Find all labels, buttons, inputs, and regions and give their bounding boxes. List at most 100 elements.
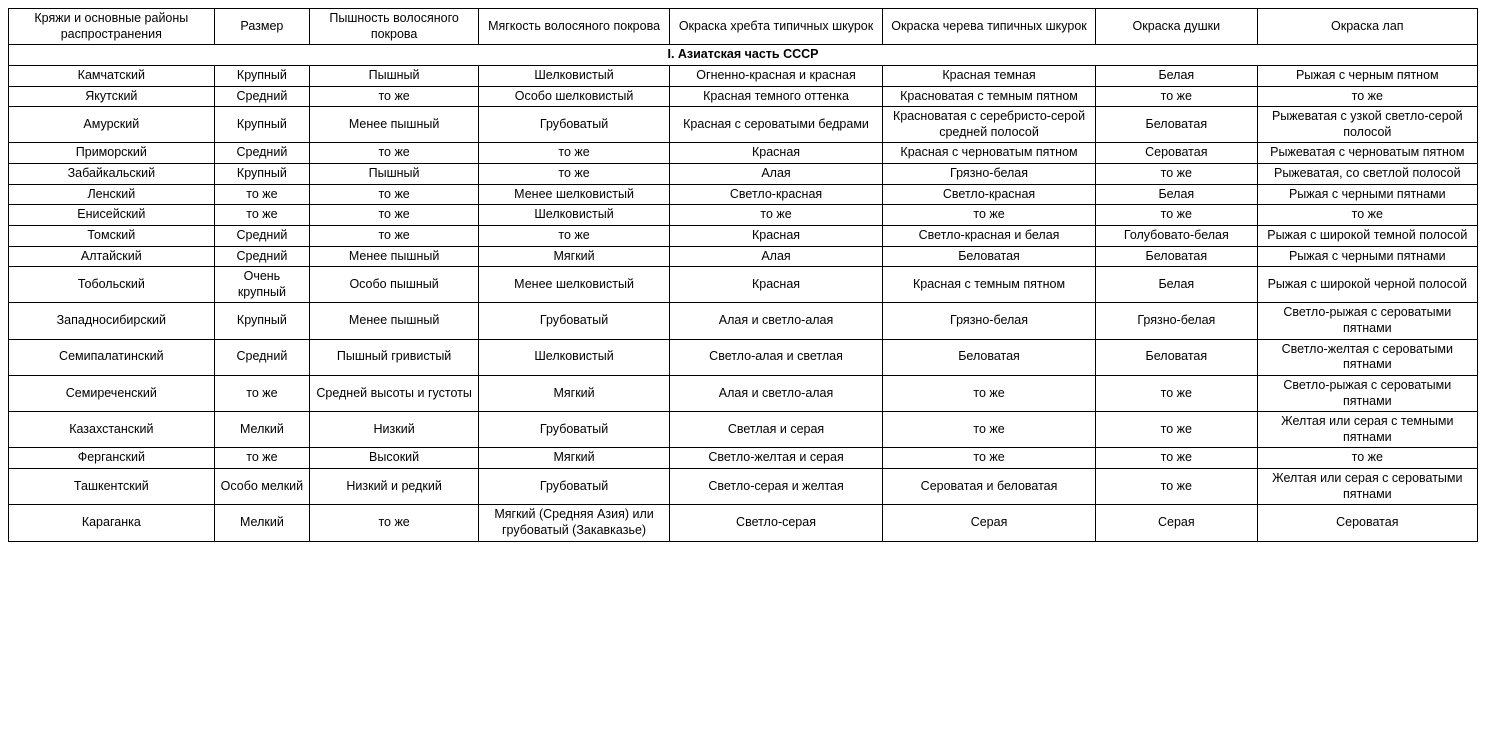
table-cell: Забайкальский — [9, 164, 215, 185]
table-cell: Мягкий — [479, 246, 670, 267]
table-cell: Красная — [670, 225, 883, 246]
table-cell: Красная — [670, 267, 883, 303]
table-cell: Очень крупный — [214, 267, 309, 303]
table-cell: Светло-красная — [883, 184, 1096, 205]
table-row: АлтайскийСреднийМенее пышныйМягкийАлаяБе… — [9, 246, 1478, 267]
table-cell: Желтая или серая с сероватыми пятнами — [1257, 469, 1477, 505]
table-cell: Светло-серая и желтая — [670, 469, 883, 505]
section-title-row: I. Азиатская часть СССР — [9, 45, 1478, 66]
table-row: АмурскийКрупныйМенее пышныйГрубоватыйКра… — [9, 107, 1478, 143]
table-row: ТашкентскийОсобо мелкийНизкий и редкийГр… — [9, 469, 1478, 505]
table-cell: Караганка — [9, 505, 215, 541]
table-cell: то же — [883, 412, 1096, 448]
table-cell: Светло-рыжая с сероватыми пятнами — [1257, 375, 1477, 411]
table-cell: Ферганский — [9, 448, 215, 469]
table-row: ПриморскийСреднийто жето жеКраснаяКрасна… — [9, 143, 1478, 164]
table-cell: Енисейский — [9, 205, 215, 226]
table-row: Семиреченскийто жеСредней высоты и густо… — [9, 375, 1478, 411]
table-cell: Якутский — [9, 86, 215, 107]
table-cell: Средний — [214, 143, 309, 164]
table-row: КазахстанскийМелкийНизкийГрубоватыйСветл… — [9, 412, 1478, 448]
table-cell: Пышный гривистый — [310, 339, 479, 375]
table-cell: Светло-желтая и серая — [670, 448, 883, 469]
table-cell: Грязно-белая — [883, 164, 1096, 185]
table-cell: то же — [1096, 86, 1258, 107]
table-cell: Огненно-красная и красная — [670, 65, 883, 86]
table-cell: Крупный — [214, 303, 309, 339]
table-cell: то же — [883, 205, 1096, 226]
table-header: Кряжи и основные районы распространения … — [9, 9, 1478, 45]
table-cell: то же — [1257, 448, 1477, 469]
table-cell: то же — [214, 205, 309, 226]
table-cell: Рыжеватая, со светлой полосой — [1257, 164, 1477, 185]
table-cell: Светло-красная и белая — [883, 225, 1096, 246]
table-cell: Менее пышный — [310, 107, 479, 143]
table-row: КамчатскийКрупныйПышныйШелковистыйОгненн… — [9, 65, 1478, 86]
table-cell: то же — [1096, 205, 1258, 226]
col-header: Окраска хребта типичных шкурок — [670, 9, 883, 45]
table-row: СемипалатинскийСреднийПышный гривистыйШе… — [9, 339, 1478, 375]
table-cell: то же — [479, 225, 670, 246]
table-cell: Рыжая с черными пятнами — [1257, 246, 1477, 267]
table-row: КараганкаМелкийто жеМягкий (Средняя Азия… — [9, 505, 1478, 541]
table-cell: Крупный — [214, 164, 309, 185]
table-cell: Средний — [214, 246, 309, 267]
table-cell: Низкий и редкий — [310, 469, 479, 505]
table-cell: Крупный — [214, 107, 309, 143]
table-cell: Сероватая — [1257, 505, 1477, 541]
col-header: Пышность волосяного покрова — [310, 9, 479, 45]
table-cell: Тобольский — [9, 267, 215, 303]
table-row: Ферганскийто жеВысокийМягкийСветло-желта… — [9, 448, 1478, 469]
col-header: Размер — [214, 9, 309, 45]
table-cell: то же — [1257, 205, 1477, 226]
table-cell: Алая — [670, 246, 883, 267]
table-cell: Особо мелкий — [214, 469, 309, 505]
table-cell: Алая и светло-алая — [670, 375, 883, 411]
table-cell: Желтая или серая с темными пятнами — [1257, 412, 1477, 448]
table-cell: Грубоватый — [479, 303, 670, 339]
section-title: I. Азиатская часть СССР — [9, 45, 1478, 66]
table-cell: Шелковистый — [479, 205, 670, 226]
table-row: ЗападносибирскийКрупныйМенее пышныйГрубо… — [9, 303, 1478, 339]
table-cell: Казахстанский — [9, 412, 215, 448]
table-cell: Грязно-белая — [883, 303, 1096, 339]
col-header: Мягкость волосяного покрова — [479, 9, 670, 45]
table-cell: Мелкий — [214, 412, 309, 448]
table-cell: Шелковистый — [479, 339, 670, 375]
table-cell: то же — [310, 86, 479, 107]
table-cell: то же — [310, 143, 479, 164]
table-cell: Менее пышный — [310, 303, 479, 339]
col-header: Кряжи и основные районы распространения — [9, 9, 215, 45]
table-cell: Крупный — [214, 65, 309, 86]
table-cell: то же — [670, 205, 883, 226]
table-cell: Красная с черноватым пятном — [883, 143, 1096, 164]
table-cell: Белая — [1096, 184, 1258, 205]
table-cell: то же — [1096, 375, 1258, 411]
table-cell: Средний — [214, 86, 309, 107]
table-cell: Белая — [1096, 267, 1258, 303]
table-cell: Беловатая — [1096, 339, 1258, 375]
table-cell: то же — [214, 184, 309, 205]
table-cell: Рыжая с широкой темной полосой — [1257, 225, 1477, 246]
table-cell: Светло-желтая с сероватыми пятнами — [1257, 339, 1477, 375]
table-cell: Серая — [1096, 505, 1258, 541]
table-row: Ленскийто жето жеМенее шелковистыйСветло… — [9, 184, 1478, 205]
table-cell: Красная с сероватыми бедрами — [670, 107, 883, 143]
table-cell: Красноватая с темным пятном — [883, 86, 1096, 107]
table-cell: то же — [479, 143, 670, 164]
table-cell: Рыжеватая с черноватым пятном — [1257, 143, 1477, 164]
table-cell: Рыжая с широкой черной полосой — [1257, 267, 1477, 303]
table-cell: то же — [310, 205, 479, 226]
table-cell: то же — [1096, 448, 1258, 469]
table-cell: Алая и светло-алая — [670, 303, 883, 339]
table-cell: Амурский — [9, 107, 215, 143]
table-cell: то же — [214, 375, 309, 411]
table-cell: Алтайский — [9, 246, 215, 267]
table-cell: Сероватая — [1096, 143, 1258, 164]
table-cell: Красная темная — [883, 65, 1096, 86]
table-cell: Рыжая с черными пятнами — [1257, 184, 1477, 205]
table-cell: то же — [310, 225, 479, 246]
table-cell: Красная — [670, 143, 883, 164]
table-body: I. Азиатская часть СССР КамчатскийКрупны… — [9, 45, 1478, 541]
table-cell: Мягкий — [479, 375, 670, 411]
